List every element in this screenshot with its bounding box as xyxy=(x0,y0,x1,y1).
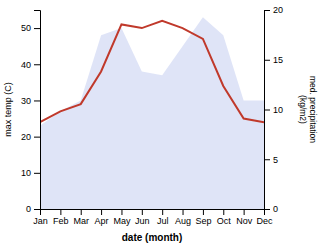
tick: 40 xyxy=(21,60,40,70)
tick-mark xyxy=(60,209,61,215)
tick: 10 xyxy=(21,168,40,178)
tick-mark xyxy=(203,209,204,215)
tick-label: Jun xyxy=(135,216,150,226)
tick-mark xyxy=(223,209,224,215)
tick-mark xyxy=(81,209,82,215)
plot: JanFebMarAprMayJunJulAugSepOctNovDec0102… xyxy=(3,5,318,243)
tick: Jul xyxy=(157,209,169,226)
tick-mark xyxy=(101,209,102,215)
tick-mark xyxy=(264,60,270,61)
tick: 5 xyxy=(264,155,278,165)
axis-domain xyxy=(34,11,41,210)
tick: 0 xyxy=(26,204,40,214)
tick-label: 50 xyxy=(21,23,31,33)
x-axis-title: date (month) xyxy=(122,232,183,243)
tick: Sep xyxy=(195,209,211,226)
tick-label: Feb xyxy=(53,216,69,226)
tick: Dec xyxy=(256,209,273,226)
tick-mark xyxy=(183,209,184,215)
tick-label: 5 xyxy=(273,155,278,165)
tick: 10 xyxy=(264,105,283,115)
y-axis-title: max temp (C) xyxy=(3,82,13,137)
tick-mark xyxy=(142,209,143,215)
tick: Oct xyxy=(217,209,232,226)
tick-mark xyxy=(264,110,270,111)
tick: 50 xyxy=(21,23,40,33)
tick: 30 xyxy=(21,96,40,106)
tick-mark xyxy=(34,209,40,210)
tick-label: Nov xyxy=(236,216,253,226)
tick-label: Jul xyxy=(157,216,169,226)
tick: Jun xyxy=(135,209,150,226)
tick-label: 20 xyxy=(21,132,31,142)
tick: 20 xyxy=(264,5,283,15)
tick-label: Apr xyxy=(95,216,109,226)
tick: Nov xyxy=(236,209,253,226)
x-axis: Jan Feb Mar Apr May Jun Jul Aug Sep Oct NovDec xyxy=(33,209,273,226)
tick: 0 xyxy=(264,204,278,214)
tick-label: 10 xyxy=(21,168,31,178)
y2-axis-title-line: (kg/m2) xyxy=(298,95,308,124)
tick-mark xyxy=(34,28,40,29)
axis-domain xyxy=(41,210,265,216)
tick-label: Mar xyxy=(73,216,89,226)
tick-label: Oct xyxy=(217,216,232,226)
tick-label: Aug xyxy=(175,216,191,226)
tick-label: 10 xyxy=(273,105,283,115)
tick-mark xyxy=(244,209,245,215)
y2-axis: 0 5 10 15 20 xyxy=(264,5,283,214)
tick-label: Sep xyxy=(195,216,211,226)
tick-mark xyxy=(162,209,163,215)
tick-label: 20 xyxy=(273,5,283,15)
area xyxy=(40,17,264,209)
axis-domain xyxy=(265,11,271,210)
y2-axis-title-line: med. precipitation xyxy=(308,76,318,143)
tick-mark xyxy=(264,209,270,210)
tick-mark xyxy=(34,64,40,65)
line xyxy=(40,21,264,122)
y-axis: 0 10 20 30 40 50 xyxy=(21,11,41,215)
tick-label: May xyxy=(113,216,131,226)
tick-label: Jan xyxy=(33,216,48,226)
tick-label: 40 xyxy=(21,60,31,70)
data-layer xyxy=(40,17,264,209)
tick-mark xyxy=(34,173,40,174)
tick-mark xyxy=(264,10,270,11)
tick-mark xyxy=(34,100,40,101)
tick-mark xyxy=(34,137,40,138)
tick: 20 xyxy=(21,132,40,142)
tick: May xyxy=(113,209,131,226)
tick-mark xyxy=(264,159,270,160)
y2-axis-title: med. precipitation(kg/m2) xyxy=(298,76,318,143)
tick-label: 0 xyxy=(26,204,31,214)
tick: Jan xyxy=(33,209,48,226)
tick-label: 15 xyxy=(273,55,283,65)
tick-label: Dec xyxy=(256,216,273,226)
tick: Apr xyxy=(95,209,109,226)
chart: JanFebMarAprMayJunJulAugSepOctNovDec0102… xyxy=(0,0,318,247)
tick-label: 30 xyxy=(21,96,31,106)
tick: Mar xyxy=(73,209,89,226)
tick-mark xyxy=(121,209,122,215)
tick-label: 0 xyxy=(273,204,278,214)
tick: 15 xyxy=(264,55,283,65)
tick: Feb xyxy=(53,209,69,226)
tick: Aug xyxy=(175,209,191,226)
